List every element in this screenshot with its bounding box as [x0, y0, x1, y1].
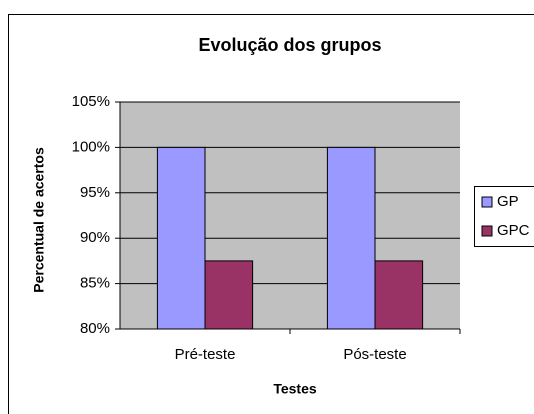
legend-label: GP [497, 193, 519, 210]
x-tick-label: Pré-teste [175, 346, 236, 363]
bar [204, 260, 254, 330]
y-tick-label: 80% [80, 320, 110, 337]
y-tick-label: 95% [80, 184, 110, 201]
x-axis-label: Testes [273, 381, 317, 397]
legend-label: GPC [497, 222, 530, 239]
y-axis-label: Percentual de acertos [31, 147, 47, 293]
bar [374, 260, 424, 330]
y-tick-label: 90% [80, 229, 110, 246]
bar [326, 146, 376, 330]
chart-title: Evolução dos grupos [198, 35, 381, 55]
y-tick-label: 105% [72, 93, 110, 110]
legend-swatch [481, 196, 493, 208]
y-tick-label: 85% [80, 275, 110, 292]
y-tick-label: 100% [72, 138, 110, 155]
x-tick-label: Pós-teste [343, 346, 406, 363]
bar [156, 146, 206, 330]
legend-swatch [481, 225, 493, 237]
